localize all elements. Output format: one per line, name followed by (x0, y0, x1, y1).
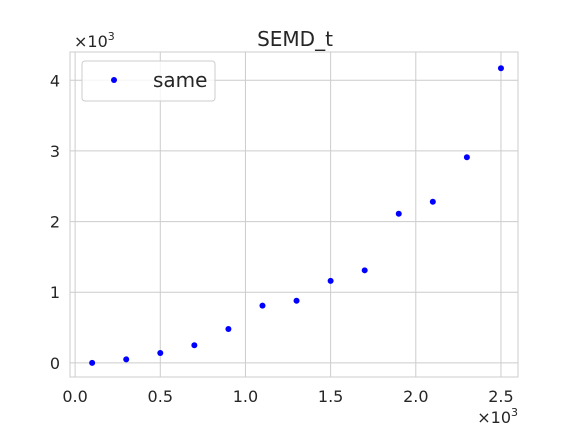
y-tick-label: 3 (50, 142, 60, 161)
data-point (463, 154, 470, 161)
x-tick-label: 2.5 (488, 387, 513, 406)
legend-label: same (153, 68, 207, 92)
x-tick-labels: 0.0 0.5 1.0 1.5 2.0 2.5 (62, 387, 513, 406)
data-point (361, 267, 368, 274)
plot-frame (69, 51, 519, 378)
chart-title: SEMD_t (257, 27, 333, 51)
data-point (497, 65, 504, 72)
data-point (429, 198, 436, 205)
y-tick-labels: 0 1 2 3 4 (50, 71, 60, 373)
y-tick-label: 4 (50, 71, 60, 90)
series-points (89, 65, 504, 366)
y-multiplier-base: ×10 (74, 32, 108, 51)
data-point (327, 277, 334, 284)
data-point (89, 359, 96, 366)
data-point (123, 356, 130, 363)
y-tick-label: 2 (50, 213, 60, 232)
x-multiplier-exp: 3 (511, 406, 518, 419)
legend: same (81, 60, 216, 102)
data-point (225, 325, 232, 332)
y-tick-label: 1 (50, 283, 60, 302)
data-point (293, 297, 300, 304)
x-axis-multiplier: ×103 (477, 406, 518, 427)
data-point (157, 349, 164, 356)
y-axis-multiplier: ×103 (74, 30, 115, 51)
y-tick-label: 0 (50, 354, 60, 373)
x-tick-label: 1.5 (318, 387, 343, 406)
data-point (259, 302, 266, 309)
x-tick-label: 0.0 (62, 387, 87, 406)
x-tick-label: 2.0 (403, 387, 428, 406)
x-multiplier-base: ×10 (477, 408, 511, 427)
data-point (191, 342, 198, 349)
legend-box (81, 60, 216, 102)
data-point (395, 210, 402, 217)
x-tick-label: 0.5 (148, 387, 173, 406)
x-tick-label: 1.0 (233, 387, 258, 406)
legend-marker (111, 77, 117, 83)
y-multiplier-exp: 3 (108, 30, 115, 43)
